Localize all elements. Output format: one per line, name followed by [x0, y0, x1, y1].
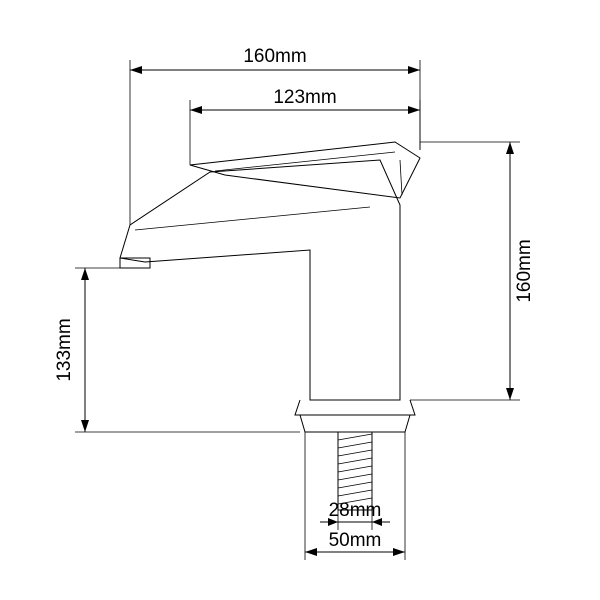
faucet-drawing: 160mm 123mm 160mm 133mm 28mm — [0, 0, 600, 600]
faucet-outline — [120, 142, 420, 510]
dim-thread-dia-label: 28mm — [329, 500, 382, 521]
dim-thread-dia: 28mm — [320, 500, 390, 530]
threaded-tail — [338, 432, 372, 510]
dim-base-width: 50mm — [305, 432, 405, 560]
dim-overall-height-label: 160mm — [514, 239, 535, 302]
dim-spout-height: 133mm — [54, 268, 300, 432]
dim-spout-height-label: 133mm — [54, 318, 75, 381]
dim-overall-width: 160mm — [130, 46, 420, 225]
dim-base-width-label: 50mm — [329, 530, 382, 551]
dim-overall-height: 160mm — [410, 142, 535, 400]
dim-handle-width-label: 123mm — [273, 87, 336, 108]
dim-overall-width-label: 160mm — [243, 46, 306, 67]
